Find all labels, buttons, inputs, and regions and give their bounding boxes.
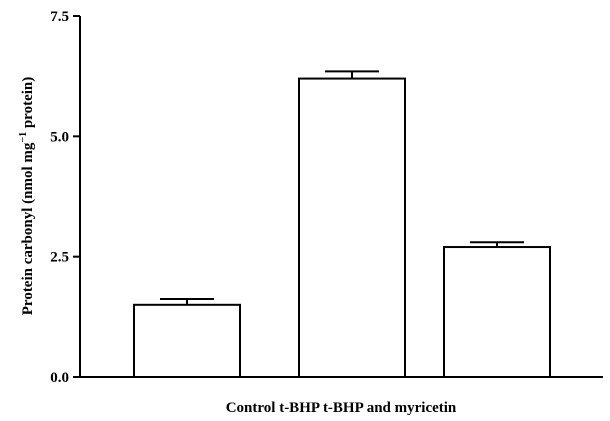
y-tick-label: 0.0 [50, 370, 69, 386]
y-ticks: 0.0 2.5 5.0 7.5 [50, 9, 80, 386]
y-axis-title: Protein carbonyl (nmol mg−1 protein) [18, 77, 36, 315]
bar-t-bhp-and-myricetin [443, 246, 551, 378]
y-tick-label: 7.5 [50, 9, 69, 25]
y-tick-label: 5.0 [50, 129, 69, 145]
y-tick-label: 2.5 [50, 250, 69, 266]
bars [133, 70, 551, 378]
bar-t-bhp [298, 77, 406, 378]
bar-control [133, 303, 241, 378]
x-axis-title: Control t-BHP t-BHP and myricetin [226, 400, 457, 416]
y-axis-title-main: Protein carbonyl (nmol mg [20, 142, 36, 315]
y-axis-title-end: protein) [20, 77, 36, 132]
y-axis-title-sup: −1 [18, 132, 29, 143]
